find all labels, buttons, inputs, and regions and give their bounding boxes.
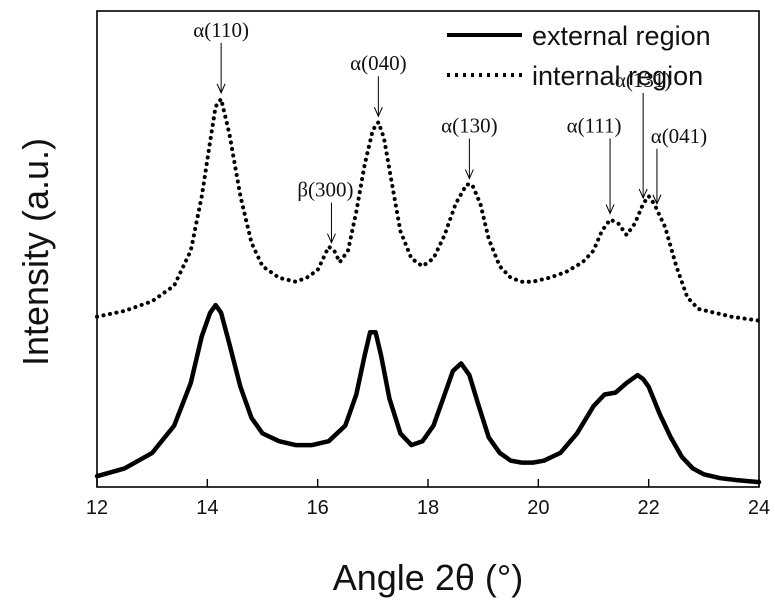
x-axis-ticks: 12 14 16 18 20 22 24 (86, 479, 770, 519)
peak-arrow-head (327, 233, 336, 244)
peak-label: α(111) (567, 113, 622, 137)
peak-arrow-head (373, 107, 383, 118)
peak-arrow-head (605, 204, 615, 215)
peak-label: α(110) (193, 18, 249, 42)
legend: external region internal region (447, 21, 711, 91)
peak-annotations: α(110) β(300) α(040) α(130) α(111) α(131) α(04… (193, 18, 708, 244)
peak-label: β(300) (297, 178, 353, 202)
x-tick-label: 16 (307, 497, 329, 519)
series-layer (94, 96, 762, 485)
y-axis-title: Intensity (a.u.) (15, 138, 56, 366)
x-tick-label: 24 (748, 497, 770, 519)
x-axis-title: Angle 2θ (°) (333, 557, 524, 598)
peak-arrow-head (216, 83, 226, 95)
peak-label: α(041) (651, 124, 708, 148)
legend-label-external: external region (532, 21, 711, 51)
peak-arrow-head (464, 169, 474, 180)
x-tick-label: 20 (527, 497, 549, 519)
peak-arrow-head (638, 188, 648, 200)
x-tick-label: 14 (196, 497, 218, 519)
series-line-internal-region (95, 96, 761, 323)
series-line-external-region (94, 302, 762, 485)
peak-label: α(130) (441, 113, 498, 137)
x-tick-label: 22 (638, 497, 660, 519)
x-tick-label: 12 (86, 497, 108, 519)
peak-arrow-head (652, 194, 662, 205)
x-tick-label: 18 (417, 497, 439, 519)
legend-label-internal: internal region (532, 61, 703, 91)
peak-label: α(040) (350, 51, 407, 75)
peak-label: α(131) (615, 68, 672, 92)
